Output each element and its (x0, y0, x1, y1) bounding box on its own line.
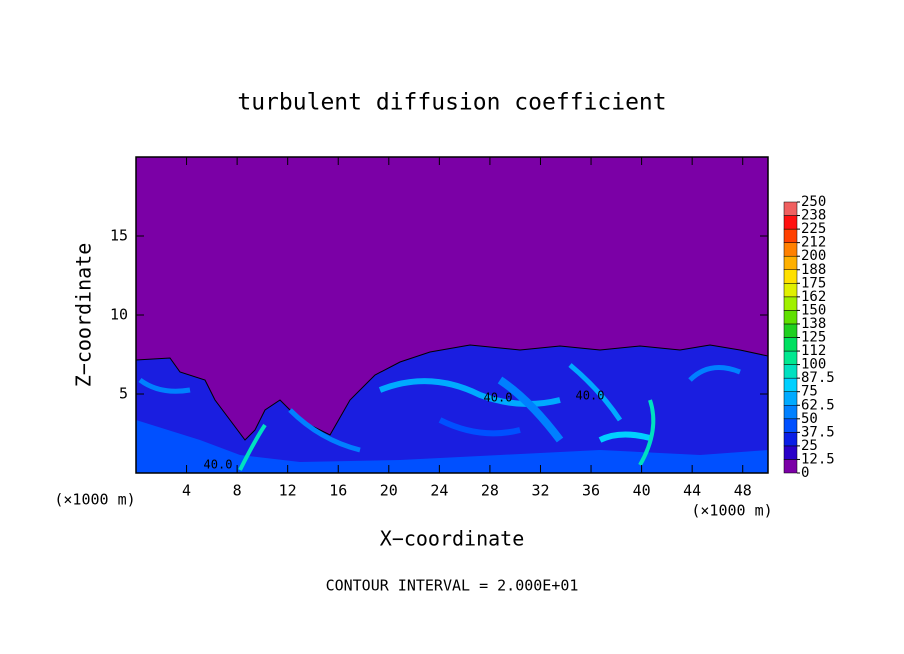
contour-label: 40.0 (204, 458, 233, 472)
colorbar-swatch (783, 418, 798, 433)
colorbar-label: 250 (801, 194, 826, 210)
colorbar-swatch (783, 255, 798, 271)
x-tick-label: 48 (734, 482, 752, 500)
x-tick-label: 44 (683, 482, 701, 500)
colorbar-label: 125 (801, 330, 826, 346)
field (135, 157, 769, 474)
colorbar-label: 188 (801, 262, 826, 278)
colorbar-swatch (783, 459, 798, 474)
colorbar-swatch (783, 269, 798, 284)
colorbar-label: 87.5 (801, 370, 835, 386)
colorbar-swatch (783, 323, 798, 338)
colorbar-swatch (783, 310, 798, 325)
colorbar-label: 112 (801, 343, 826, 359)
contour-label: 40.0 (484, 391, 513, 405)
x-unit: (×1000 m) (54, 491, 135, 509)
x-tick-label: 8 (233, 482, 242, 500)
x-tick-label: 4 (182, 482, 191, 500)
colorbar-swatch (783, 228, 798, 243)
colorbar-swatch (783, 296, 798, 311)
colorbar-label: 225 (801, 221, 826, 237)
colorbar-swatch (783, 364, 798, 379)
footer-note: CONTOUR INTERVAL = 2.000E+01 (326, 577, 579, 595)
x-tick-label: 20 (380, 482, 398, 500)
contour-label: 40.0 (576, 389, 605, 403)
colorbar-label: 212 (801, 235, 826, 251)
colorbar-label: 138 (801, 316, 826, 332)
colorbar-label: 175 (801, 275, 826, 291)
colorbar-label: 37.5 (801, 424, 835, 440)
x-tick-label: 12 (279, 482, 297, 500)
colorbar-swatch (783, 377, 798, 392)
colorbar-label: 75 (801, 384, 818, 400)
colorbar-swatch (783, 391, 798, 406)
colorbar-swatch (783, 432, 798, 447)
colorbar-swatch (783, 405, 798, 420)
colorbar-label: 100 (801, 357, 826, 373)
colorbar-swatch (783, 215, 798, 230)
colorbar-label: 0 (801, 465, 809, 481)
colorbar-swatch (783, 242, 798, 257)
x-tick-label: 40 (633, 482, 651, 500)
y-tick-label: 10 (110, 306, 128, 324)
colorbar-swatch (783, 445, 798, 460)
x-tick-label: 24 (430, 482, 448, 500)
x-tick-label: 16 (329, 482, 347, 500)
x-tick-label: 28 (481, 482, 499, 500)
colorbar-swatch (783, 337, 798, 352)
colorbar-label: 12.5 (801, 451, 835, 467)
colorbar-label: 50 (801, 411, 818, 427)
colorbar-swatch (783, 201, 798, 216)
y-axis-label: Z−coordinate (72, 243, 96, 388)
colorbar-label: 162 (801, 289, 826, 305)
colorbar-swatch (783, 283, 798, 298)
colorbar-label: 150 (801, 302, 826, 318)
colorbar-label: 62.5 (801, 397, 835, 413)
y-tick-label: 15 (110, 227, 128, 245)
colorbar-swatch (783, 350, 798, 365)
chart-title: turbulent diffusion coefficient (237, 90, 666, 116)
y-tick-label: 5 (119, 385, 128, 403)
x-unit: (×1000 m) (691, 502, 772, 520)
x-axis-label: X−coordinate (380, 527, 525, 551)
colorbar-label: 25 (801, 438, 818, 454)
colorbar-label: 238 (801, 208, 826, 224)
x-tick-label: 36 (582, 482, 600, 500)
colorbar-label: 200 (801, 248, 826, 264)
x-tick-label: 32 (531, 482, 549, 500)
